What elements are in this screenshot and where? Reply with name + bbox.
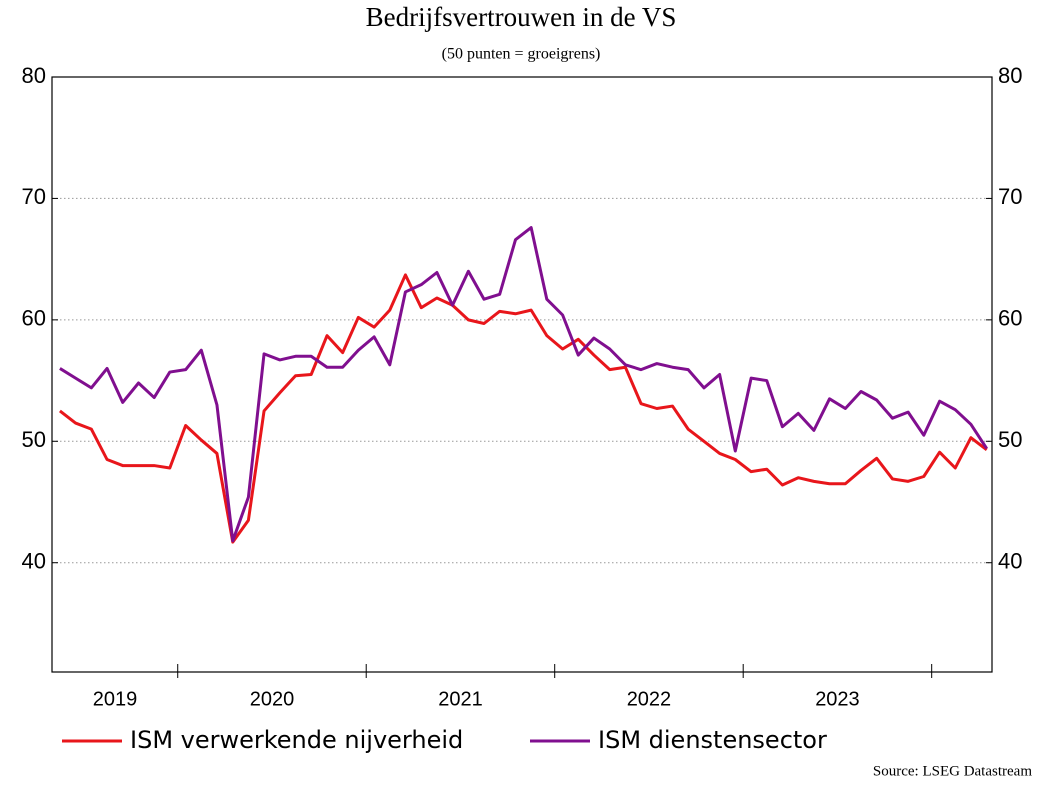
y-tick-label: 70 (22, 184, 46, 209)
plot-frame (51, 76, 993, 673)
x-tick-label: 2022 (627, 688, 672, 710)
y2-tick-label: 60 (998, 306, 1022, 331)
y2-tick-label: 70 (998, 184, 1022, 209)
legend-label: ISM verwerkende nijverheid (130, 726, 463, 754)
x-tick-label: 2019 (93, 688, 138, 710)
y2-tick-label: 80 (998, 63, 1022, 88)
y-tick-label: 80 (22, 63, 46, 88)
y-tick-label: 50 (22, 427, 46, 452)
x-tick-label: 2023 (815, 688, 860, 710)
source: Source: LSEG Datastream (873, 763, 1032, 779)
legend-label: ISM dienstensector (598, 726, 827, 754)
x-tick-label: 2021 (438, 688, 483, 710)
chart-subtitle: (50 punten = groeigrens) (442, 46, 601, 63)
x-tick-label: 2020 (250, 688, 295, 710)
y2-tick-label: 40 (998, 549, 1022, 574)
line-series (59, 273, 988, 544)
line-series (59, 226, 988, 543)
chart-title: Bedrijfsvertrouwen in de VS (366, 2, 677, 32)
y-tick-label: 60 (22, 306, 46, 331)
y-tick-label: 40 (22, 549, 46, 574)
y2-tick-label: 50 (998, 427, 1022, 452)
